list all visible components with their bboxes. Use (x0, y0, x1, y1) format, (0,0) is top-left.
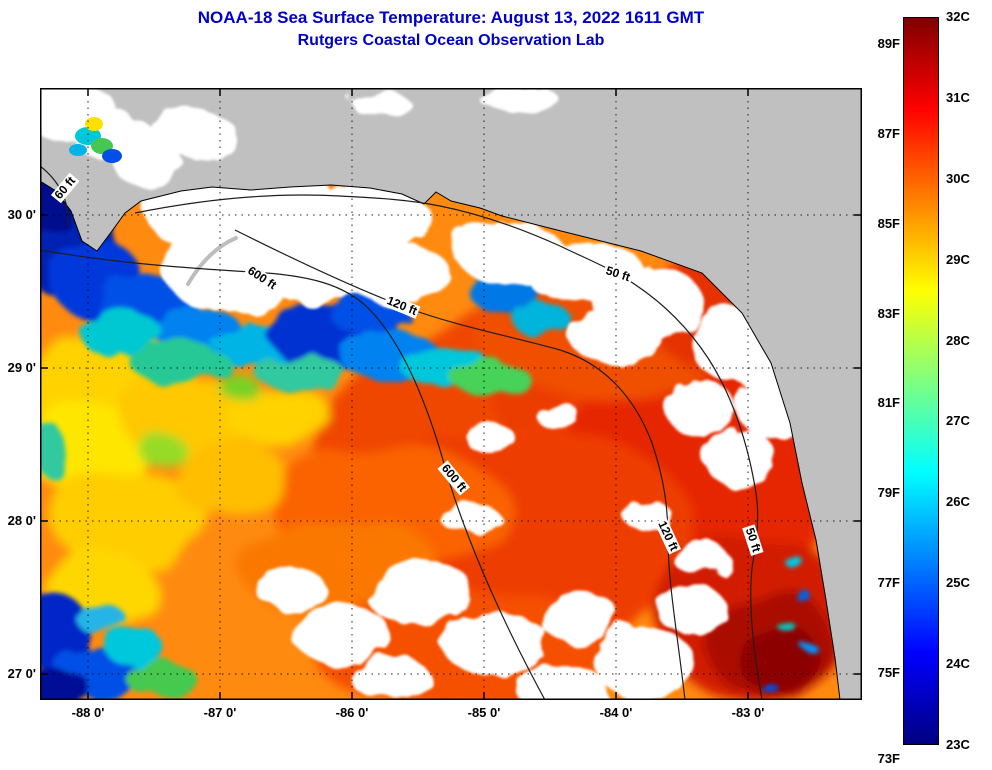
colorbar-c-label: 29C (946, 252, 970, 267)
sst-raster (40, 88, 862, 700)
colorbar-c-label: 30C (946, 171, 970, 186)
colorbar-f-label: 77F (877, 575, 900, 590)
grid-lines (40, 88, 862, 700)
inland-water-specks (69, 117, 122, 163)
colorbar-f-label: 83F (877, 306, 900, 321)
x-tick-label: -87 0' (203, 705, 237, 720)
colorbar-c-label: 27C (946, 413, 970, 428)
colorbar-f-label: 75F (877, 665, 900, 680)
colorbar-f-label: 73F (877, 751, 900, 766)
x-tick-label: -88 0' (71, 705, 105, 720)
y-tick-label: 28 0' (7, 513, 36, 528)
colorbar-c-label: 25C (946, 575, 970, 590)
tick-marks (40, 88, 862, 700)
colorbar-f-label: 89F (877, 36, 900, 51)
colorbar-c-label: 24C (946, 656, 970, 671)
colorbar-c-label: 31C (946, 90, 970, 105)
cloud-over-land-layer (40, 88, 560, 188)
colorbar-c-label: 32C (946, 9, 970, 24)
colorbar-f-label: 87F (877, 126, 900, 141)
colorbar-c-label: 23C (946, 737, 970, 752)
page-title: NOAA-18 Sea Surface Temperature: August … (197, 8, 705, 27)
colorbar-f-label: 85F (877, 216, 900, 231)
map-border (40, 88, 862, 700)
x-tick-label: -84 0' (599, 705, 633, 720)
page-subtitle: Rutgers Coastal Ocean Observation Lab (297, 32, 605, 49)
land-layer (40, 88, 862, 700)
colorbar-c-label: 28C (946, 333, 970, 348)
x-tick-label: -83 0' (731, 705, 765, 720)
x-tick-label: -86 0' (335, 705, 369, 720)
y-tick-label: 30 0' (7, 207, 36, 222)
x-tick-label: -85 0' (467, 705, 501, 720)
barrier-islands (186, 236, 238, 286)
colorbar-c-label: 26C (946, 494, 970, 509)
colorbar-f-label: 81F (877, 395, 900, 410)
y-tick-label: 29 0' (7, 360, 36, 375)
sst-map: 60 ft 600 ft 120 ft 50 ft 600 ft 120 ft … (40, 88, 862, 700)
colorbar-gradient (903, 17, 939, 745)
colorbar-f-label: 79F (877, 485, 900, 500)
y-tick-label: 27 0' (7, 666, 36, 681)
